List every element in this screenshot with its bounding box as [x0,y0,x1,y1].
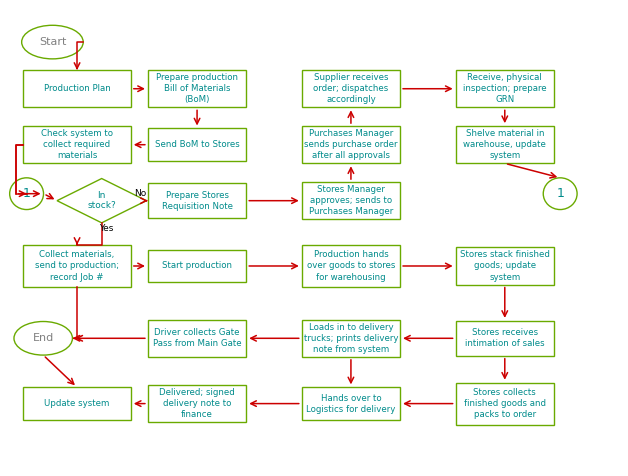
FancyBboxPatch shape [455,321,554,356]
FancyBboxPatch shape [455,248,554,285]
FancyBboxPatch shape [301,387,400,420]
Text: 1: 1 [556,187,564,200]
FancyBboxPatch shape [23,245,131,287]
Ellipse shape [21,25,83,59]
Text: Driver collects Gate
Pass from Main Gate: Driver collects Gate Pass from Main Gate [153,328,241,348]
Ellipse shape [9,178,43,209]
Text: Yes: Yes [99,224,113,233]
FancyBboxPatch shape [23,387,131,420]
Text: Start: Start [39,37,66,47]
Text: Stores stack finished
goods; update
system: Stores stack finished goods; update syst… [460,250,550,282]
Text: No: No [134,189,147,198]
Text: Supplier receives
order; dispatches
accordingly: Supplier receives order; dispatches acco… [313,73,389,104]
Text: Stores collects
finished goods and
packs to order: Stores collects finished goods and packs… [464,388,546,419]
Text: Hands over to
Logistics for delivery: Hands over to Logistics for delivery [306,394,396,414]
Text: Start production: Start production [162,261,232,270]
Ellipse shape [543,178,577,209]
Text: Production hands
over goods to stores
for warehousing: Production hands over goods to stores fo… [306,250,395,282]
FancyBboxPatch shape [301,70,400,108]
Text: 1: 1 [23,187,31,200]
FancyBboxPatch shape [301,182,400,219]
Text: Purchases Manager
sends purchase order
after all approvals: Purchases Manager sends purchase order a… [304,129,398,160]
FancyBboxPatch shape [301,320,400,357]
Text: End: End [33,333,54,343]
FancyBboxPatch shape [23,126,131,163]
Text: In
stock?: In stock? [87,191,116,210]
FancyBboxPatch shape [148,70,246,108]
Text: Prepare Stores
Requisition Note: Prepare Stores Requisition Note [161,190,232,211]
FancyBboxPatch shape [301,245,400,287]
Text: Receive, physical
inspection; prepare
GRN: Receive, physical inspection; prepare GR… [463,73,546,104]
Text: Stores Manager
approves; sends to
Purchases Manager: Stores Manager approves; sends to Purcha… [309,185,393,216]
FancyBboxPatch shape [148,385,246,422]
FancyBboxPatch shape [23,70,131,108]
FancyBboxPatch shape [148,129,246,161]
Ellipse shape [14,321,72,355]
FancyBboxPatch shape [455,383,554,425]
FancyBboxPatch shape [148,320,246,357]
Text: Shelve material in
warehouse, update
system: Shelve material in warehouse, update sys… [463,129,546,160]
Text: Delivered; signed
delivery note to
finance: Delivered; signed delivery note to finan… [159,388,235,419]
Text: Update system: Update system [45,399,110,408]
Text: Stores receives
intimation of sales: Stores receives intimation of sales [465,328,544,348]
Text: Loads in to delivery
trucks; prints delivery
note from system: Loads in to delivery trucks; prints deli… [304,323,398,354]
Text: Check system to
collect required
materials: Check system to collect required materia… [41,129,113,160]
FancyBboxPatch shape [455,126,554,163]
Text: Production Plan: Production Plan [44,84,111,93]
FancyBboxPatch shape [148,183,246,218]
FancyBboxPatch shape [301,126,400,163]
Polygon shape [57,178,146,223]
FancyBboxPatch shape [148,249,246,282]
Text: Collect materials,
send to production;
record Job #: Collect materials, send to production; r… [35,250,119,282]
Text: Send BoM to Stores: Send BoM to Stores [154,140,239,149]
FancyBboxPatch shape [455,70,554,108]
Text: Prepare production
Bill of Materials
(BoM): Prepare production Bill of Materials (Bo… [156,73,238,104]
